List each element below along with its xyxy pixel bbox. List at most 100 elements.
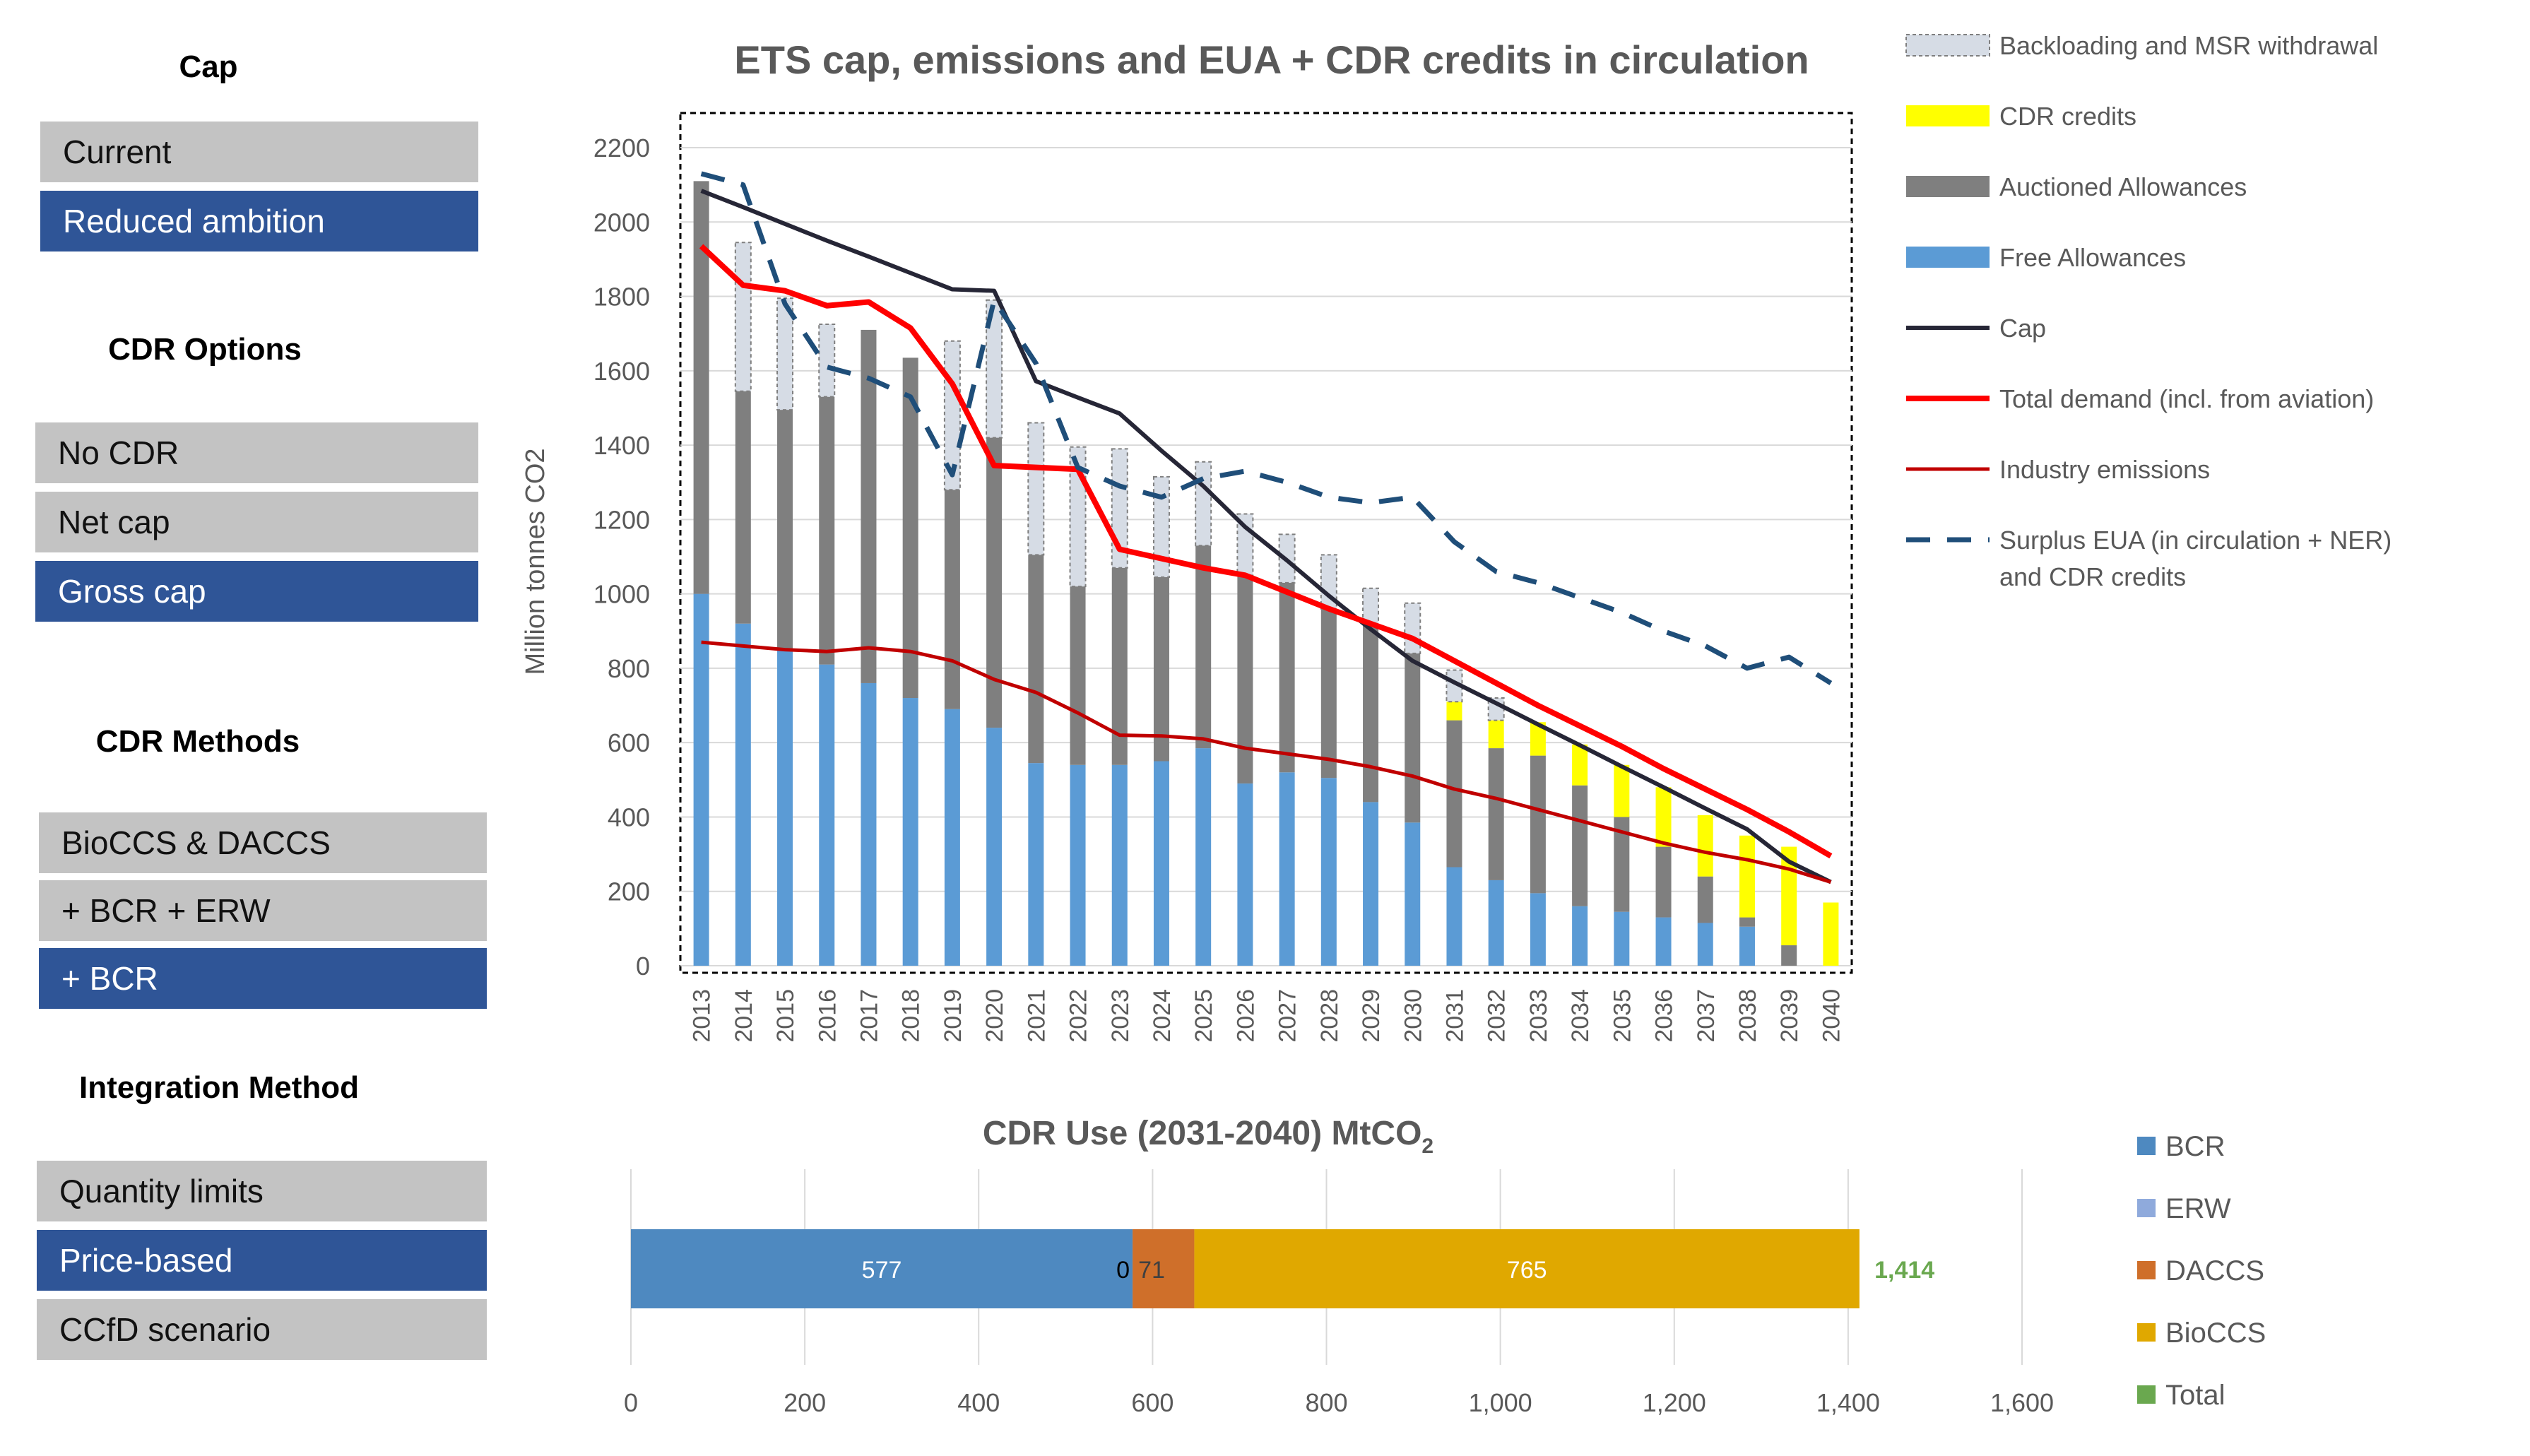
ets-bar-segment xyxy=(1237,575,1253,784)
ets-bar-segment xyxy=(1027,422,1045,556)
cdr-legend-swatch xyxy=(2137,1323,2156,1342)
cdr-chart-title: CDR Use (2031-2040) MtCO2 xyxy=(983,1115,1434,1158)
cdr-legend: BCR ERW DACCS BioCCS Total xyxy=(2137,1131,2266,1411)
integration-option-price-based[interactable]: Price-based xyxy=(37,1230,487,1291)
cdr-legend-label: ERW xyxy=(2165,1193,2231,1224)
ets-x-ticks: 2013 2014 2015 2016 2017 2018 2019 2020 2021 2022… xyxy=(689,989,1845,1043)
ets-bar-segment xyxy=(1070,586,1086,765)
ets-bar-segment xyxy=(1446,669,1463,703)
ets-bar-segment xyxy=(1363,625,1379,803)
ets-y-tick-label: 2000 xyxy=(593,208,650,237)
ets-x-tick-label: 2013 xyxy=(689,989,716,1043)
ets-bar-segment xyxy=(1697,815,1713,877)
ets-y-tick-label: 0 xyxy=(636,952,650,981)
ets-grid xyxy=(680,147,1852,966)
cdr-data-label: 0 xyxy=(1116,1257,1130,1284)
ets-bar-segment xyxy=(1404,602,1421,654)
cdr-x-tick-label: 800 xyxy=(1305,1388,1347,1417)
cdr-x-tick-label: 0 xyxy=(624,1388,638,1417)
ets-bar-segment xyxy=(902,698,918,966)
ets-bar-segment xyxy=(986,299,1003,439)
integration-heading: Integration Method xyxy=(79,1070,359,1105)
cdr-total-label: 1,414 xyxy=(1874,1257,1934,1284)
cdr-methods-heading: CDR Methods xyxy=(95,724,300,759)
cdr-option-net-cap[interactable]: Net cap xyxy=(35,492,478,552)
integration-option-ccfd-scenario[interactable]: CCfD scenario xyxy=(37,1299,487,1360)
ets-bar-segment xyxy=(1028,555,1044,764)
ets-legend-label: Cap xyxy=(1999,314,2046,343)
ets-bar-segment xyxy=(818,324,836,398)
cdr-bar-segment xyxy=(1133,1229,1195,1308)
ets-bar-segment xyxy=(1781,945,1797,966)
ets-legend-swatch xyxy=(1905,34,1990,57)
cdr-data-label: 765 xyxy=(1507,1257,1547,1284)
cdr-grid xyxy=(630,1169,2023,1365)
ets-legend-label: Industry emissions xyxy=(1999,455,2210,484)
ets-bar-segment xyxy=(1405,653,1421,823)
ets-x-tick-label: 2023 xyxy=(1107,989,1134,1043)
cdr-legend-label: DACCS xyxy=(2165,1255,2264,1286)
cdr-method-bcr[interactable]: + BCR xyxy=(39,948,487,1009)
ets-x-tick-label: 2027 xyxy=(1275,989,1301,1043)
ets-bar-segment xyxy=(1195,461,1212,547)
ets-bar-segment xyxy=(1320,778,1337,966)
cdr-legend-swatch xyxy=(2137,1261,2156,1279)
cdr-method-bcr-erw[interactable]: + BCR + ERW xyxy=(39,880,487,941)
ets-bar-segment xyxy=(1070,764,1086,966)
ets-legend-label: Backloading and MSR withdrawal xyxy=(1999,31,2378,60)
ets-bar-segment xyxy=(1111,448,1128,569)
integration-option-quantity-limits[interactable]: Quantity limits xyxy=(37,1161,487,1221)
ets-y-tick-label: 2200 xyxy=(593,134,650,162)
ets-x-tick-label: 2026 xyxy=(1232,989,1259,1043)
cdr-method-bioccs-daccs[interactable]: BioCCS & DACCS xyxy=(39,812,487,873)
ets-x-tick-label: 2016 xyxy=(814,989,841,1043)
cdr-chart-title-text: CDR Use (2031-2040) MtCO xyxy=(983,1115,1422,1152)
ets-legend-swatch xyxy=(1906,105,1990,126)
cdr-option-gross-cap[interactable]: Gross cap xyxy=(35,561,478,622)
ets-bar-segment xyxy=(1320,554,1337,610)
ets-bar-segment xyxy=(1614,764,1630,817)
ets-bar-segment xyxy=(1530,722,1546,756)
ets-bar-segment xyxy=(1236,513,1254,576)
cdr-chart-title-subscript: 2 xyxy=(1421,1135,1434,1158)
ets-bar-segment xyxy=(1446,867,1462,966)
ets-line xyxy=(699,244,1833,859)
ets-y-tick-label: 1600 xyxy=(593,357,650,386)
ets-bar-segment xyxy=(986,437,1003,728)
ets-legend-label: and CDR credits xyxy=(1999,562,2186,591)
ets-x-tick-label: 2040 xyxy=(1818,989,1845,1043)
ets-bar-segment xyxy=(1153,761,1169,966)
cdr-options-heading: CDR Options xyxy=(108,332,302,367)
ets-bar-segment xyxy=(1487,697,1505,721)
ets-y-tick-label: 400 xyxy=(608,803,650,831)
ets-bar-segment xyxy=(902,357,918,699)
ets-line xyxy=(700,171,1833,685)
cdr-legend-swatch xyxy=(2137,1385,2156,1404)
ets-bar-segment xyxy=(1572,744,1588,786)
ets-line xyxy=(700,189,1832,884)
ets-bar-segment xyxy=(944,709,960,966)
ets-bar-segment xyxy=(1655,917,1672,966)
ets-bar-segment xyxy=(1488,748,1504,880)
ets-bar-segment xyxy=(735,391,751,624)
ets-bar-segment xyxy=(1614,817,1630,912)
cap-option-current[interactable]: Current xyxy=(40,122,478,182)
ets-bar-segment xyxy=(1697,923,1713,966)
ets-bar-segment xyxy=(1655,787,1672,847)
cap-option-reduced-ambition[interactable]: Reduced ambition xyxy=(40,191,478,251)
ets-x-tick-label: 2038 xyxy=(1734,989,1761,1043)
cdr-x-tick-label: 200 xyxy=(784,1388,826,1417)
ets-bar-segment xyxy=(1823,902,1839,966)
ets-bar-segment xyxy=(1028,763,1044,966)
ets-y-tick-label: 1000 xyxy=(593,580,650,609)
ets-bar-segment xyxy=(1195,748,1212,966)
ets-bar-segment xyxy=(861,682,877,966)
ets-bar-segment xyxy=(1530,755,1546,894)
ets-bar-segment xyxy=(1446,720,1462,868)
ets-bar-segment xyxy=(1446,702,1462,721)
ets-x-tick-label: 2024 xyxy=(1149,989,1176,1043)
cdr-option-no-cdr[interactable]: No CDR xyxy=(35,422,478,483)
ets-plot-frame xyxy=(679,112,1853,974)
ets-x-tick-label: 2033 xyxy=(1525,989,1552,1043)
ets-bar-segment xyxy=(1572,785,1588,906)
